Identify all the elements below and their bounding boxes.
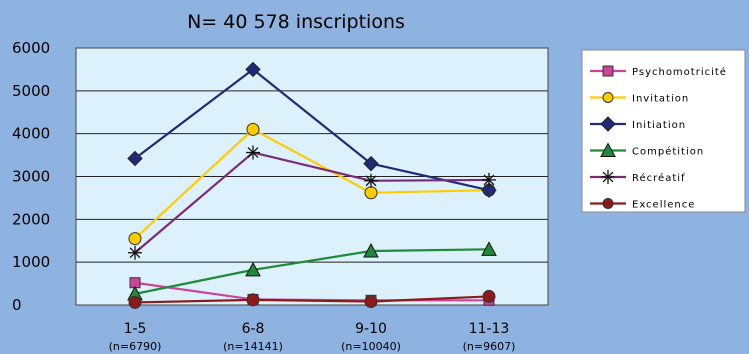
y-tick-label: 1000 (12, 253, 50, 271)
y-axis-ticks: 0 1000 2000 3000 4000 5000 6000 (12, 39, 50, 314)
data-point (245, 261, 261, 277)
legend-label: Psychomotricité (632, 66, 727, 78)
legend-entry: Excellence (590, 198, 695, 211)
data-point (364, 173, 378, 188)
series-5 (128, 289, 496, 309)
data-point (482, 172, 496, 187)
legend-marker (602, 92, 614, 103)
legend-entry: Psychomotricité (590, 65, 727, 78)
series-line (134, 128, 490, 240)
x-tick-sublabel: (n=14141) (223, 340, 283, 353)
legend-label: Compétition (632, 146, 704, 158)
data-point (482, 289, 496, 303)
x-tick-label: 11-13 (469, 321, 510, 337)
legend-entry: Invitation (590, 92, 689, 105)
legend-marker (602, 198, 614, 209)
data-point (127, 150, 143, 167)
y-tick-label: 4000 (12, 125, 50, 143)
series-line (134, 295, 490, 304)
x-tick-label: 6-8 (242, 321, 265, 337)
y-tick-label: 3000 (12, 168, 50, 186)
legend-label: Récréatif (632, 172, 686, 184)
legend-marker (600, 142, 616, 157)
data-point (364, 295, 378, 309)
y-tick-label: 5000 (12, 82, 50, 100)
data-point (128, 245, 142, 260)
legend-entry: Initiation (590, 116, 686, 132)
chart-title: N= 40 578 inscriptions (187, 11, 405, 33)
legend-marker (600, 116, 616, 132)
y-tick-label: 6000 (12, 39, 50, 57)
data-point (363, 155, 379, 172)
series-4 (128, 145, 496, 260)
data-point (128, 295, 142, 309)
legend-box (581, 49, 746, 213)
series-group (127, 61, 497, 309)
series-2 (127, 61, 497, 198)
legend-marker (601, 170, 615, 184)
legend: Psychomotricité Invitation Initiation Compé… (581, 49, 746, 213)
series-3 (127, 241, 497, 301)
legend-label: Initiation (632, 120, 686, 131)
x-tick-label: 1-5 (124, 321, 147, 337)
legend-label: Excellence (632, 200, 695, 211)
x-tick-sublabel: (n=9607) (463, 340, 516, 353)
y-tick-label: 0 (12, 296, 22, 314)
x-axis-ticks: 1-5 (n=6790) 6-8 (n=14141) 9-10 (n=10040) 11-1… (109, 321, 516, 353)
x-tick-sublabel: (n=10040) (341, 340, 401, 353)
data-point (481, 182, 497, 198)
data-point (246, 122, 260, 136)
legend-label: Invitation (632, 94, 689, 105)
series-line (134, 248, 490, 295)
series-line (134, 151, 490, 254)
data-point (364, 186, 378, 200)
series-line (134, 68, 490, 192)
legend-marker (602, 65, 614, 77)
data-point (246, 145, 260, 160)
y-tick-label: 2000 (12, 210, 50, 228)
data-point (245, 61, 261, 78)
x-tick-sublabel: (n=6790) (109, 340, 162, 353)
x-tick-label: 9-10 (355, 321, 387, 337)
data-point (481, 241, 497, 256)
legend-entry: Compétition (590, 142, 704, 158)
data-point (246, 293, 260, 307)
legend-entry: Récréatif (590, 170, 686, 184)
data-point (363, 242, 379, 258)
data-point (128, 232, 142, 246)
